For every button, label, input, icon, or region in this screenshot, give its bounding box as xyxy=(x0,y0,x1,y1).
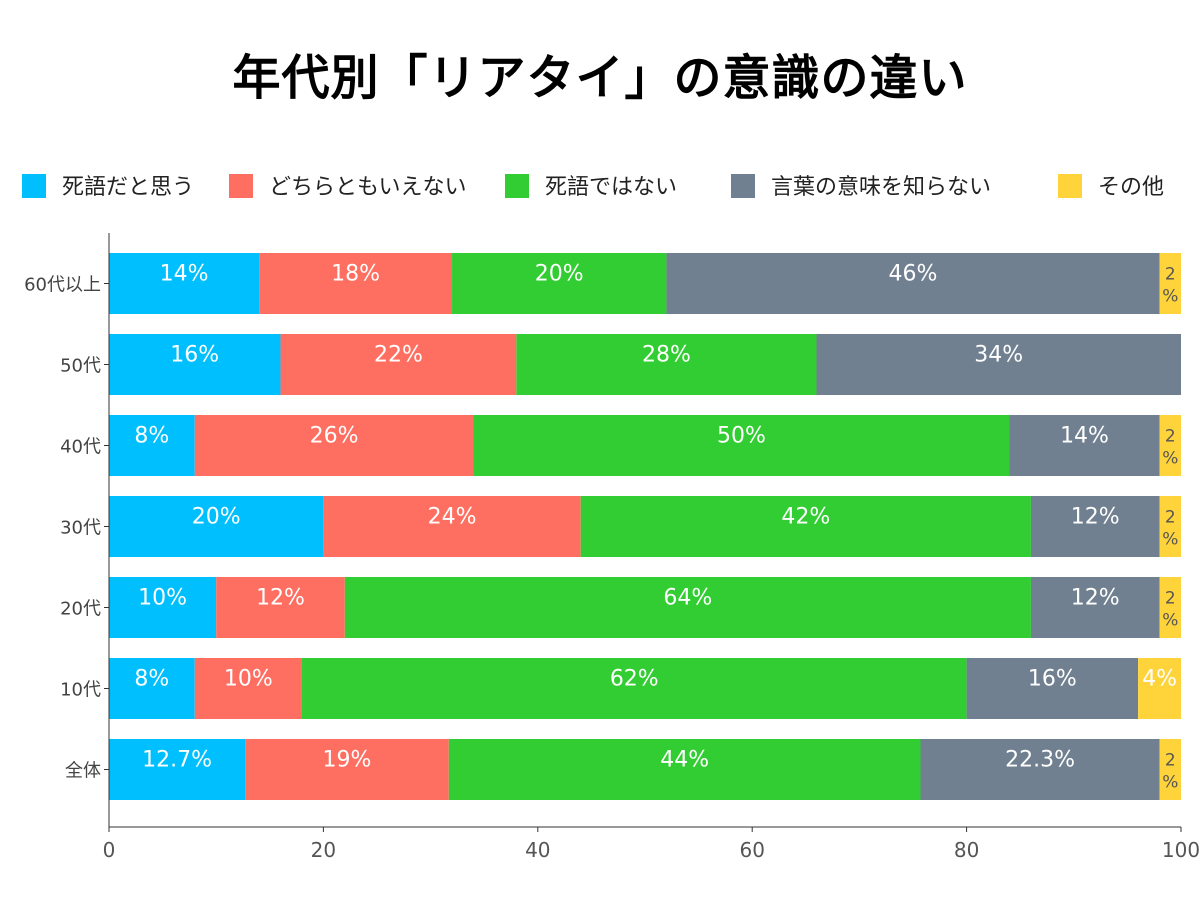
bar-2-1 xyxy=(194,415,474,476)
category-label-2: 40代 xyxy=(60,437,101,458)
bar-value-label-3-2: 42% xyxy=(781,505,830,530)
legend-label-4: その他 xyxy=(1098,175,1164,200)
bar-3-3 xyxy=(1030,496,1160,557)
bar-3-0 xyxy=(109,496,324,557)
bar-value-label-2-2: 50% xyxy=(717,424,766,449)
bar-value-label-0-3: 46% xyxy=(889,262,938,287)
bar-value-label-4-4: 2% xyxy=(1162,589,1178,631)
bar-4-3 xyxy=(1030,577,1160,638)
bar-2-4 xyxy=(1159,415,1181,476)
bar-value-label-1-2: 28% xyxy=(642,343,691,368)
legend-swatch-0 xyxy=(22,174,46,198)
bar-0-1 xyxy=(259,253,453,314)
bar-5-0 xyxy=(109,658,195,719)
bar-value-label-6-4: 2% xyxy=(1162,751,1178,793)
bar-value-label-1-0: 16% xyxy=(170,343,219,368)
bar-value-label-5-4: 4% xyxy=(1142,667,1177,692)
legend-swatch-1 xyxy=(229,174,253,198)
x-tick-label-1: 20 xyxy=(311,838,336,862)
bar-value-label-4-2: 64% xyxy=(663,586,712,611)
bar-4-0 xyxy=(109,577,217,638)
bar-1-0 xyxy=(109,334,281,395)
bar-value-label-0-1: 18% xyxy=(331,262,380,287)
bar-0-3 xyxy=(666,253,1160,314)
bar-5-4 xyxy=(1138,658,1181,719)
bar-value-label-0-4: 2% xyxy=(1162,265,1178,307)
bar-5-2 xyxy=(301,658,967,719)
bar-4-2 xyxy=(344,577,1031,638)
category-label-5: 10代 xyxy=(60,680,101,701)
bar-1-3 xyxy=(816,334,1181,395)
legend-swatch-2 xyxy=(505,174,529,198)
bar-value-label-4-0: 10% xyxy=(138,586,187,611)
bar-6-1 xyxy=(245,739,449,800)
category-label-3: 30代 xyxy=(60,518,101,539)
bar-value-label-2-3: 14% xyxy=(1060,424,1109,449)
legend-label-1: どちらともいえない xyxy=(269,175,467,200)
bar-value-label-2-1: 26% xyxy=(310,424,359,449)
bar-value-label-0-2: 20% xyxy=(535,262,584,287)
x-tick-label-2: 40 xyxy=(525,838,550,862)
category-label-1: 50代 xyxy=(60,356,101,377)
bar-value-label-3-0: 20% xyxy=(192,505,241,530)
bar-4-4 xyxy=(1159,577,1181,638)
bar-6-4 xyxy=(1159,739,1181,800)
bar-2-3 xyxy=(1009,415,1160,476)
bar-value-label-6-3: 22.3% xyxy=(1005,748,1075,773)
bar-0-4 xyxy=(1159,253,1181,314)
x-tick-label-4: 80 xyxy=(954,838,979,862)
bar-3-4 xyxy=(1159,496,1181,557)
bar-value-label-5-0: 8% xyxy=(134,667,169,692)
legend-label-0: 死語だと思う xyxy=(62,175,194,200)
bar-value-label-5-1: 10% xyxy=(224,667,273,692)
legend-label-2: 死語ではない xyxy=(545,175,677,200)
bar-4-1 xyxy=(216,577,345,638)
bar-value-label-3-3: 12% xyxy=(1071,505,1120,530)
bar-value-label-1-3: 34% xyxy=(974,343,1023,368)
bar-5-1 xyxy=(194,658,302,719)
bar-2-0 xyxy=(109,415,195,476)
bar-0-2 xyxy=(452,253,667,314)
bar-5-3 xyxy=(966,658,1139,719)
category-label-6: 全体 xyxy=(65,761,101,782)
bar-2-2 xyxy=(473,415,1010,476)
bar-6-0 xyxy=(109,739,246,800)
chart-title: 年代別「リアタイ」の意識の違い xyxy=(232,50,968,106)
bar-value-label-4-1: 12% xyxy=(256,586,305,611)
bar-1-2 xyxy=(516,334,817,395)
bar-value-label-5-3: 16% xyxy=(1028,667,1077,692)
bar-value-label-5-2: 62% xyxy=(610,667,659,692)
bar-value-label-1-1: 22% xyxy=(374,343,423,368)
legend-swatch-3 xyxy=(731,174,755,198)
category-label-0: 60代以上 xyxy=(24,275,101,296)
x-tick-label-5: 100 xyxy=(1162,838,1200,862)
bar-value-label-2-0: 8% xyxy=(134,424,169,449)
bar-value-label-3-1: 24% xyxy=(428,505,477,530)
x-tick-label-0: 0 xyxy=(103,838,116,862)
bar-value-label-3-4: 2% xyxy=(1162,508,1178,550)
bar-value-label-0-0: 14% xyxy=(160,262,209,287)
bar-3-2 xyxy=(580,496,1031,557)
bar-1-1 xyxy=(280,334,517,395)
bar-value-label-6-2: 44% xyxy=(660,748,709,773)
bar-value-label-4-3: 12% xyxy=(1071,586,1120,611)
axes: 0 20 40 60 80 100 xyxy=(103,233,1200,862)
legend-label-3: 言葉の意味を知らない xyxy=(771,175,991,200)
bar-value-label-6-0: 12.7% xyxy=(142,748,212,773)
bar-0-0 xyxy=(109,253,260,314)
bar-value-label-2-4: 2% xyxy=(1162,427,1178,469)
x-tick-label-3: 60 xyxy=(739,838,764,862)
bar-3-1 xyxy=(323,496,581,557)
bar-6-2 xyxy=(448,739,921,800)
bar-6-3 xyxy=(920,739,1160,800)
legend: 死語だと思う どちらともいえない 死語ではない 言葉の意味を知らない その他 xyxy=(22,174,1164,200)
legend-swatch-4 xyxy=(1058,174,1082,198)
bars: 14% 18% 20% 46% 2 % 16% 22% 28% 34% 8% 26% 50% 14% 2 % 2… xyxy=(109,253,1181,800)
category-label-4: 20代 xyxy=(60,599,101,620)
bar-value-label-6-1: 19% xyxy=(323,748,372,773)
